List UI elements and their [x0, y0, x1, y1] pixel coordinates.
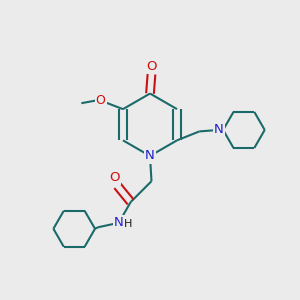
Text: O: O: [96, 94, 106, 107]
Text: N: N: [145, 149, 155, 162]
Text: N: N: [214, 123, 224, 136]
Text: O: O: [109, 171, 120, 184]
Text: H: H: [124, 219, 132, 229]
Text: O: O: [146, 60, 157, 73]
Text: N: N: [114, 216, 124, 229]
